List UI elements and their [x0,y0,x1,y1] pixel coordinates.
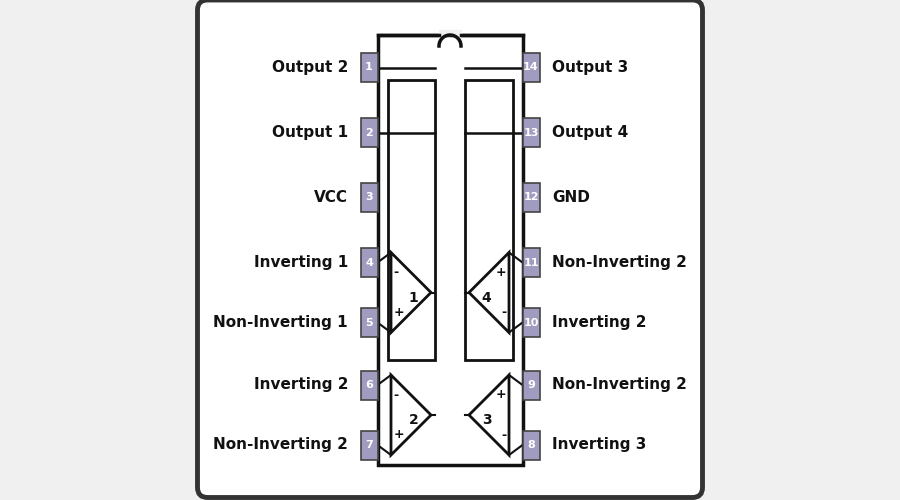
Text: 2: 2 [365,128,373,138]
Text: Output 1: Output 1 [272,125,348,140]
Text: 3: 3 [482,413,491,427]
Text: Output 3: Output 3 [552,60,628,75]
Polygon shape [469,252,509,332]
Text: 10: 10 [523,318,539,328]
Text: VCC: VCC [314,190,348,205]
Bar [465,80,512,360]
Bar [523,53,539,82]
Bar [523,430,539,460]
Text: 12: 12 [523,192,539,202]
Bar [523,308,539,337]
Text: GND: GND [552,190,590,205]
Text: +: + [496,388,507,402]
Text: Inverting 2: Inverting 2 [552,315,646,330]
Text: 6: 6 [365,380,373,390]
Text: Non-Inverting 2: Non-Inverting 2 [552,255,687,270]
Bar [523,183,539,212]
Text: -: - [501,428,507,442]
Bar [523,118,539,147]
Bar [361,53,377,82]
Polygon shape [391,252,431,332]
Text: 14: 14 [523,62,539,72]
Text: +: + [393,306,404,319]
Text: 1: 1 [365,62,373,72]
Bar [523,248,539,277]
Text: 1: 1 [409,290,419,304]
Text: 4: 4 [482,290,491,304]
Polygon shape [469,375,509,455]
Text: -: - [393,388,399,402]
Bar [361,248,377,277]
Text: 3: 3 [365,192,373,202]
Text: Inverting 3: Inverting 3 [552,438,646,452]
Bar [388,80,435,360]
Bar [361,308,377,337]
Bar [361,370,377,400]
Text: 9: 9 [527,380,535,390]
Text: -: - [393,266,399,279]
Polygon shape [391,375,431,455]
Text: Output 4: Output 4 [552,125,628,140]
Text: 8: 8 [527,440,535,450]
Text: -: - [501,306,507,319]
Bar [361,118,377,147]
Text: Non-Inverting 2: Non-Inverting 2 [213,438,348,452]
Text: 11: 11 [523,258,539,268]
Bar [377,35,523,465]
Text: Non-Inverting 2: Non-Inverting 2 [552,378,687,392]
Text: 4: 4 [365,258,373,268]
Text: +: + [496,266,507,279]
Bar [361,183,377,212]
Text: +: + [393,428,404,442]
Bar [523,370,539,400]
Text: 13: 13 [523,128,539,138]
Text: Inverting 2: Inverting 2 [254,378,348,392]
Text: Output 2: Output 2 [272,60,348,75]
Text: 5: 5 [365,318,373,328]
Bar [361,430,377,460]
Text: Inverting 1: Inverting 1 [254,255,348,270]
Text: Non-Inverting 1: Non-Inverting 1 [213,315,348,330]
Text: 7: 7 [365,440,373,450]
FancyBboxPatch shape [197,0,703,498]
Text: 2: 2 [409,413,419,427]
